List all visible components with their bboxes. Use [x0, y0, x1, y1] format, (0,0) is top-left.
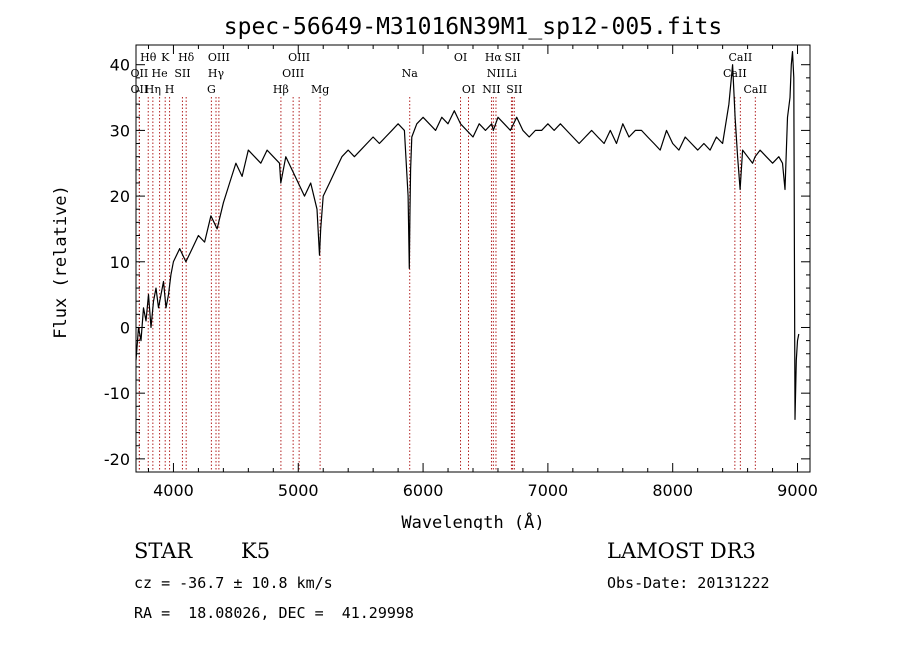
marker-label: Hβ [273, 83, 289, 96]
marker-label: Na [402, 67, 419, 80]
subclass-label: K5 [241, 539, 271, 563]
y-tick-label: 30 [110, 121, 130, 140]
x-tick-label: 9000 [777, 481, 818, 500]
marker-label: OI [454, 51, 467, 64]
marker-label: Hα [485, 51, 503, 64]
x-tick-label: 4000 [153, 481, 194, 500]
marker-label: K [161, 51, 170, 64]
marker-label: G [207, 83, 216, 96]
x-tick-label: 6000 [403, 481, 444, 500]
x-axis-label: Wavelength (Å) [401, 511, 544, 530]
coordinates-text: RA = 18.08026, DEC = 41.29998 [134, 604, 414, 622]
chart-title: spec-56649-M31016N39M1_sp12-005.fits [224, 14, 723, 40]
marker-label: SII [504, 51, 520, 64]
marker-label: Hθ [140, 51, 157, 64]
marker-label: NII [482, 83, 500, 96]
spectrum-series [135, 51, 800, 420]
axes: 4000 5000 6000 7000 8000 9000 -20 -10 0 10 20 30 40 [104, 44, 818, 500]
redshift-text: cz = -36.7 ± 10.8 km/s [134, 574, 333, 592]
y-tick-label: -10 [104, 384, 130, 403]
y-tick-label: 20 [110, 187, 130, 206]
spectrum-plot: spec-56649-M31016N39M1_sp12-005.fits Wav… [51, 14, 818, 530]
marker-label: Hη [145, 83, 161, 96]
survey-label: LAMOST DR3 [607, 539, 756, 563]
marker-label: Mg [311, 83, 329, 96]
obs-date-text: Obs-Date: 20131222 [607, 574, 770, 592]
marker-label: Hγ [208, 67, 225, 80]
spectrum-line [135, 51, 800, 420]
marker-label: OIII [282, 67, 304, 80]
y-axis-label: Flux (relative) [51, 185, 71, 339]
marker-label: OIII [208, 51, 230, 64]
marker-label: SII [506, 83, 522, 96]
marker-label: OI [462, 83, 475, 96]
y-tick-label: -20 [104, 450, 130, 469]
x-tick-label: 7000 [528, 481, 569, 500]
marker-label: Hδ [178, 51, 195, 64]
marker-label: NII [487, 67, 505, 80]
marker-label: SII [174, 67, 190, 80]
marker-label: OII [131, 83, 149, 96]
marker-label: Li [506, 67, 517, 80]
marker-label: OIII [288, 51, 310, 64]
marker-label: CaII [729, 51, 753, 64]
x-tick-label: 5000 [278, 481, 319, 500]
marker-label: CaII [743, 83, 767, 96]
plot-frame [135, 44, 811, 473]
y-tick-label: 10 [110, 253, 130, 272]
marker-label: He [152, 67, 168, 80]
marker-label: OII [131, 67, 149, 80]
y-tick-label: 0 [120, 318, 130, 337]
marker-label: CaII [723, 67, 747, 80]
x-tick-label: 8000 [652, 481, 693, 500]
class-label: STAR [134, 539, 193, 563]
y-tick-label: 40 [110, 56, 130, 75]
marker-label: H [165, 83, 175, 96]
